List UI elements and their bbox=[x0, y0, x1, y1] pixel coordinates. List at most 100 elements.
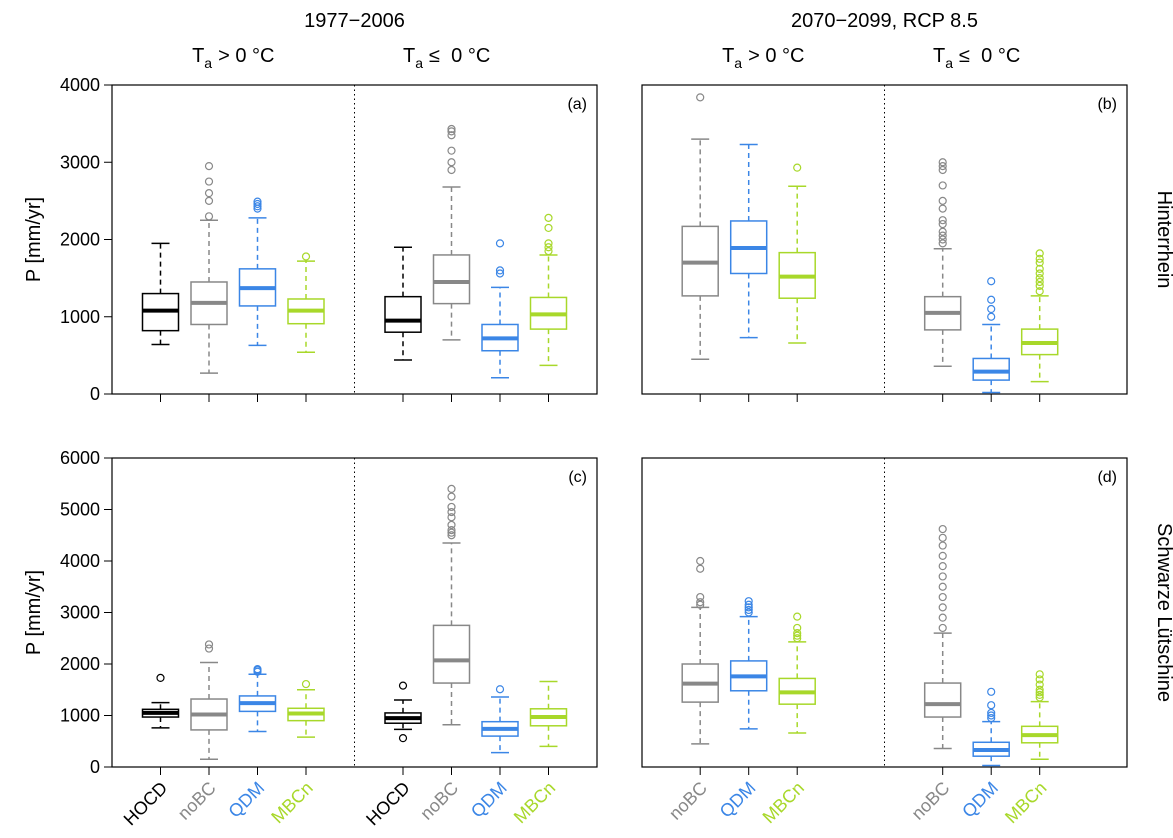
x-tick-label: MBCn bbox=[759, 778, 809, 828]
flier bbox=[204, 177, 214, 186]
flier bbox=[1035, 269, 1044, 278]
flier bbox=[1035, 690, 1044, 700]
flier bbox=[447, 525, 456, 535]
flier bbox=[1035, 254, 1044, 263]
flier bbox=[938, 231, 947, 240]
flier bbox=[253, 197, 262, 206]
group-label-symbol: T bbox=[403, 45, 415, 67]
flier bbox=[938, 219, 947, 229]
flier bbox=[696, 598, 705, 607]
flier bbox=[938, 613, 947, 622]
flier bbox=[204, 644, 214, 653]
flier bbox=[938, 623, 947, 633]
y-axis-label: P [mm/yr] bbox=[23, 570, 45, 655]
flier bbox=[938, 181, 947, 190]
flier bbox=[938, 196, 947, 205]
flier bbox=[1035, 249, 1044, 258]
flier bbox=[938, 562, 947, 571]
flier bbox=[987, 708, 996, 718]
flier bbox=[1035, 281, 1044, 290]
flier bbox=[938, 551, 947, 560]
y-tick-label: 0 bbox=[90, 384, 100, 404]
y-tick-label: 2000 bbox=[60, 230, 100, 250]
flier bbox=[447, 513, 456, 522]
x-tick-label: noBC bbox=[908, 778, 954, 824]
flier bbox=[1035, 264, 1044, 273]
group-label-relation: > 0 °C bbox=[748, 45, 804, 67]
x-tick-label: HOCD bbox=[362, 778, 414, 830]
flier bbox=[156, 673, 165, 683]
group-label-subscript: a bbox=[945, 55, 953, 71]
flier bbox=[447, 507, 456, 517]
y-tick-label: 4000 bbox=[60, 75, 100, 95]
flier bbox=[938, 158, 947, 167]
y-tick-label: 0 bbox=[90, 757, 100, 777]
flier bbox=[447, 127, 456, 136]
group-label-subscript: a bbox=[734, 55, 742, 71]
flier bbox=[938, 533, 947, 542]
box bbox=[432, 254, 471, 305]
flier bbox=[204, 212, 214, 221]
flier bbox=[744, 608, 753, 617]
flier bbox=[987, 304, 996, 314]
flier bbox=[1035, 274, 1044, 283]
flier bbox=[495, 266, 505, 275]
flier bbox=[495, 269, 505, 278]
group-label-relation: ≤ 0 °C bbox=[959, 45, 1020, 67]
flier bbox=[253, 199, 262, 209]
flier bbox=[301, 252, 311, 261]
flier bbox=[938, 165, 947, 175]
flier bbox=[696, 600, 705, 609]
flier bbox=[495, 239, 505, 248]
y-tick-label: 3000 bbox=[60, 152, 100, 172]
y-tick-label: 1000 bbox=[60, 307, 100, 327]
box bbox=[923, 682, 962, 718]
flier bbox=[1035, 688, 1044, 697]
flier bbox=[987, 711, 996, 720]
flier bbox=[938, 227, 947, 236]
flier bbox=[204, 189, 214, 198]
panel-tag: (a) bbox=[567, 96, 587, 113]
x-tick-label: QDM bbox=[958, 778, 1002, 822]
x-tick-label: HOCD bbox=[120, 778, 172, 830]
flier bbox=[696, 592, 705, 602]
flier bbox=[938, 572, 947, 581]
flier bbox=[544, 239, 553, 248]
flier bbox=[1035, 685, 1044, 694]
flier bbox=[301, 679, 311, 689]
flier bbox=[793, 631, 802, 640]
flier bbox=[987, 713, 996, 723]
flier bbox=[696, 564, 705, 573]
flier bbox=[398, 734, 408, 743]
x-tick-label: noBC bbox=[174, 778, 220, 824]
x-tick-label: MBCn bbox=[1001, 778, 1051, 828]
flier bbox=[744, 605, 753, 615]
group-label-symbol: T bbox=[933, 45, 945, 67]
flier bbox=[938, 204, 947, 213]
flier bbox=[1035, 675, 1044, 684]
flier bbox=[938, 524, 947, 534]
y-tick-label: 1000 bbox=[60, 706, 100, 726]
flier bbox=[696, 556, 705, 566]
flier bbox=[938, 603, 947, 612]
box bbox=[384, 295, 422, 333]
flier bbox=[1035, 680, 1044, 689]
flier bbox=[398, 681, 408, 690]
flier bbox=[495, 685, 505, 694]
group-label: Ta > 0 °C bbox=[722, 45, 804, 71]
x-tick-label: QDM bbox=[716, 778, 760, 822]
flier bbox=[447, 528, 456, 537]
x-tick-label: QDM bbox=[224, 778, 268, 822]
x-tick-label: MBCn bbox=[510, 778, 560, 828]
flier bbox=[204, 640, 214, 649]
flier bbox=[696, 93, 705, 102]
x-tick-label: MBCn bbox=[267, 778, 317, 828]
flier bbox=[447, 531, 456, 540]
flier bbox=[1035, 277, 1044, 287]
flier bbox=[447, 502, 456, 512]
group-label: Ta ≤ 0 °C bbox=[403, 45, 490, 71]
panel-tag: (b) bbox=[1097, 96, 1117, 113]
flier bbox=[447, 484, 456, 493]
flier bbox=[1035, 693, 1044, 702]
